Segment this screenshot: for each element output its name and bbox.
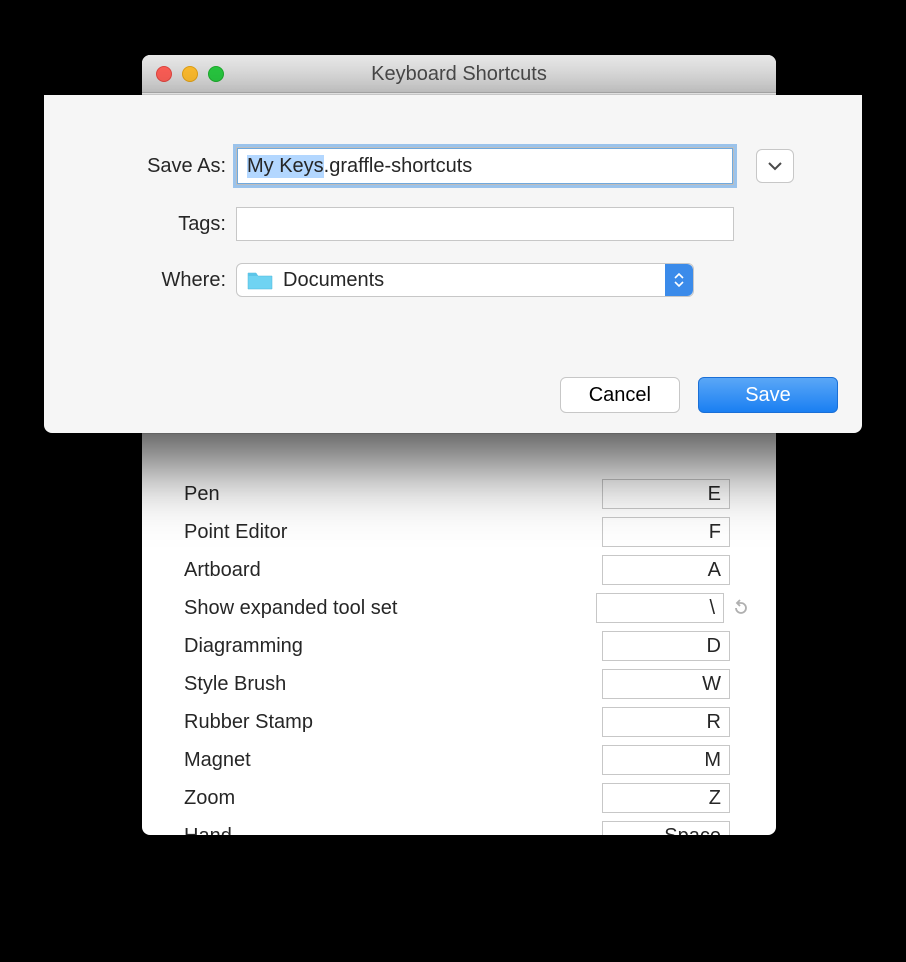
shortcut-row: Artboard (184, 551, 758, 589)
chevron-down-icon (768, 161, 782, 171)
shortcut-key-input[interactable] (602, 783, 730, 813)
shortcut-row: Style Brush (184, 665, 758, 703)
shortcut-row: Hand (184, 817, 758, 835)
window-titlebar: Keyboard Shortcuts (142, 55, 776, 93)
shortcut-key-input[interactable] (602, 821, 730, 835)
where-label: Where: (44, 269, 236, 292)
shortcut-key-input[interactable] (602, 745, 730, 775)
shortcut-row: Magnet (184, 741, 758, 779)
save-as-label: Save As: (44, 155, 236, 178)
folder-icon (247, 270, 273, 290)
maximize-icon[interactable] (208, 66, 224, 82)
shortcut-row: Rubber Stamp (184, 703, 758, 741)
shortcut-row: Pen (184, 475, 758, 513)
shortcut-key-input[interactable] (602, 555, 730, 585)
shortcut-key-input[interactable] (602, 631, 730, 661)
shortcut-label: Rubber Stamp (184, 711, 602, 734)
cancel-button[interactable]: Cancel (560, 377, 680, 413)
shortcut-label: Zoom (184, 787, 602, 810)
shortcut-row: Zoom (184, 779, 758, 817)
where-select[interactable]: Documents (236, 263, 694, 297)
shortcut-label: Diagramming (184, 635, 602, 658)
save-as-row: Save As: (44, 147, 794, 185)
shortcut-key-input[interactable] (602, 669, 730, 699)
expand-button[interactable] (756, 149, 794, 183)
shortcut-key-input[interactable] (602, 479, 730, 509)
shortcut-row: Point Editor (184, 513, 758, 551)
where-value: Documents (283, 269, 384, 292)
shortcut-key-input[interactable] (602, 707, 730, 737)
chevron-down-icon (674, 281, 684, 287)
tags-label: Tags: (44, 213, 236, 236)
tags-input[interactable] (236, 207, 734, 241)
shortcut-label: Artboard (184, 559, 602, 582)
shortcut-label: Style Brush (184, 673, 602, 696)
save-sheet: Save As: Tags: Where: Documents (44, 95, 862, 433)
where-row: Where: Documents (44, 263, 694, 297)
shortcut-label: Magnet (184, 749, 602, 772)
shortcut-label: Point Editor (184, 521, 602, 544)
tags-row: Tags: (44, 207, 734, 241)
dialog-button-row: Cancel Save (560, 377, 838, 413)
save-button[interactable]: Save (698, 377, 838, 413)
chevron-up-icon (674, 273, 684, 279)
minimize-icon[interactable] (182, 66, 198, 82)
save-as-input[interactable] (236, 147, 734, 185)
revert-icon[interactable] (730, 599, 752, 617)
shortcut-label: Hand (184, 825, 602, 836)
shortcut-label: Pen (184, 483, 602, 506)
shortcut-key-input[interactable] (602, 517, 730, 547)
close-icon[interactable] (156, 66, 172, 82)
shortcut-row: Diagramming (184, 627, 758, 665)
shortcut-key-input[interactable] (596, 593, 724, 623)
shortcut-label: Show expanded tool set (184, 597, 596, 620)
where-stepper[interactable] (665, 264, 693, 296)
window-title: Keyboard Shortcuts (142, 55, 776, 93)
shortcut-row: Show expanded tool set (184, 589, 758, 627)
